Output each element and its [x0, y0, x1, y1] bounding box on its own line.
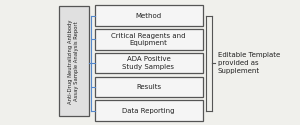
Text: Editable Template
provided as
Supplement: Editable Template provided as Supplement [218, 52, 280, 74]
FancyBboxPatch shape [94, 76, 202, 97]
Text: ADA Positive
Study Samples: ADA Positive Study Samples [122, 56, 175, 70]
Text: Critical Reagents and
Equipment: Critical Reagents and Equipment [111, 33, 186, 46]
Text: Anti-Drug Neutralizing Antibody
Assay Sample Analysis Report: Anti-Drug Neutralizing Antibody Assay Sa… [68, 19, 79, 103]
FancyBboxPatch shape [94, 5, 202, 26]
FancyBboxPatch shape [94, 100, 202, 121]
FancyBboxPatch shape [94, 29, 202, 50]
Text: Results: Results [136, 84, 161, 90]
FancyBboxPatch shape [58, 6, 88, 116]
Text: Method: Method [135, 13, 162, 19]
FancyBboxPatch shape [94, 53, 202, 73]
Text: Data Reporting: Data Reporting [122, 108, 175, 114]
